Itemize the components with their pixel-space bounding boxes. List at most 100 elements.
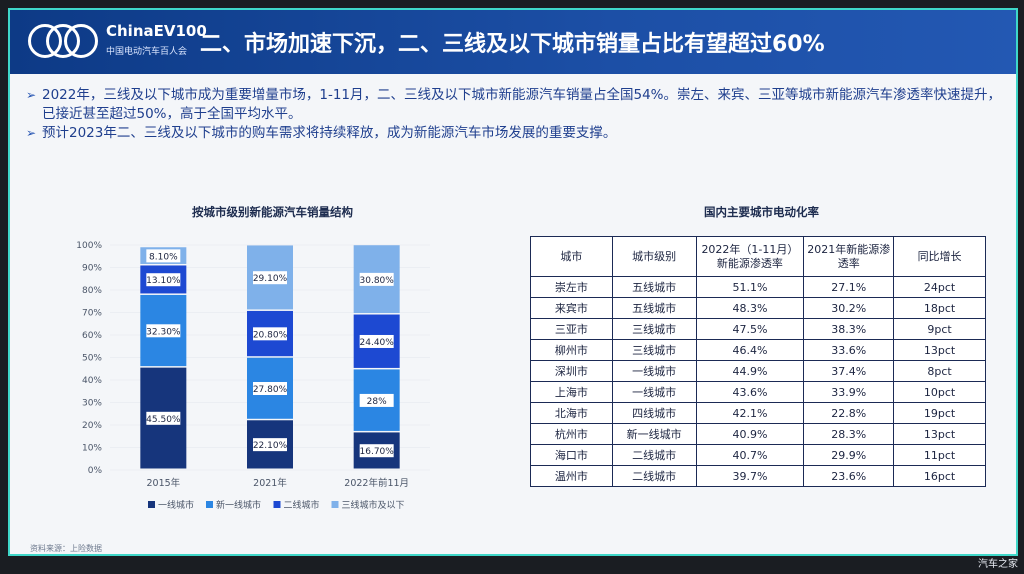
table-header-cell: 2021年新能源渗透率 xyxy=(803,236,895,277)
chart-title: 按城市级别新能源汽车销量结构 xyxy=(192,205,353,219)
table-cell: 18pct xyxy=(893,297,986,319)
y-tick-label: 90% xyxy=(82,264,102,274)
table-cell: 51.1% xyxy=(695,276,805,298)
data-label: 45.50% xyxy=(146,415,181,425)
logo-brand: ChinaEV100 xyxy=(106,22,207,40)
slide-header: ChinaEV100 中国电动汽车百人会 二、市场加速下沉，二、三线及以下城市销… xyxy=(10,10,1016,74)
table-cell: 19pct xyxy=(893,402,986,424)
table-cell: 二线城市 xyxy=(611,465,697,487)
table-cell: 一线城市 xyxy=(611,381,697,403)
table-cell: 来宾市 xyxy=(530,297,613,319)
table-row: 海口市 二线城市 40.7% 29.9% 11pct xyxy=(530,444,986,466)
table-row: 杭州市 新一线城市 40.9% 28.3% 13pct xyxy=(530,423,986,445)
logo-subtitle: 中国电动汽车百人会 xyxy=(106,47,188,57)
table-cell: 30.2% xyxy=(803,297,895,319)
table-cell: 23.6% xyxy=(803,465,895,487)
table-row: 温州市 二线城市 39.7% 23.6% 16pct xyxy=(530,465,986,487)
data-label-box xyxy=(359,444,394,458)
bullet-text: 2022年，三线及以下城市成为重要增量市场，1-11月，二、三线及以下城市新能源… xyxy=(42,87,1001,122)
table-cell: 杭州市 xyxy=(530,423,613,445)
bullet-item: ➢ 预计2023年二、三线及以下城市的购车需求将持续释放，成为新能源汽车市场发展… xyxy=(26,124,1001,143)
data-label-box xyxy=(146,411,181,425)
table-cell: 48.3% xyxy=(695,297,805,319)
data-label-box xyxy=(146,324,181,338)
table-cell: 五线城市 xyxy=(611,276,697,298)
y-tick-label: 20% xyxy=(82,421,102,431)
table-cell: 北海市 xyxy=(530,402,613,424)
table-row: 三亚市 三线城市 47.5% 38.3% 9pct xyxy=(530,318,986,340)
data-label-box xyxy=(146,249,181,263)
table-row: 上海市 一线城市 43.6% 33.9% 10pct xyxy=(530,381,986,403)
bullet-text: 预计2023年二、三线及以下城市的购车需求将持续释放，成为新能源汽车市场发展的重… xyxy=(42,125,617,141)
table-cell: 40.9% xyxy=(695,423,805,445)
table-cell: 46.4% xyxy=(695,339,805,361)
data-label-box xyxy=(359,393,394,407)
table-cell: 三线城市 xyxy=(611,339,697,361)
data-label-box xyxy=(359,334,394,348)
data-label: 32.30% xyxy=(146,327,181,337)
data-label: 20.80% xyxy=(253,330,288,340)
table-cell: 二线城市 xyxy=(611,444,697,466)
table-header-cell: 城市级别 xyxy=(611,236,697,277)
table-cell: 10pct xyxy=(893,381,986,403)
table-cell: 40.7% xyxy=(695,444,805,466)
table-row: 北海市 四线城市 42.1% 22.8% 19pct xyxy=(530,402,986,424)
table-cell: 33.9% xyxy=(803,381,895,403)
table-row: 柳州市 三线城市 46.4% 33.6% 13pct xyxy=(530,339,986,361)
table-cell: 39.7% xyxy=(695,465,805,487)
table-cell: 28.3% xyxy=(803,423,895,445)
table-row: 深圳市 一线城市 44.9% 37.4% 8pct xyxy=(530,360,986,382)
legend-swatch xyxy=(331,501,339,508)
table-cell: 新一线城市 xyxy=(611,423,697,445)
y-tick-label: 30% xyxy=(82,399,102,409)
table-header-cell: 2022年（1-11月）新能源渗透率 xyxy=(695,236,805,277)
table-cell: 海口市 xyxy=(530,444,613,466)
table-header-row: 城市 城市级别 2022年（1-11月）新能源渗透率 2021年新能源渗透率 同… xyxy=(530,236,986,277)
table-title: 国内主要城市电动化率 xyxy=(704,205,819,219)
table-cell: 深圳市 xyxy=(530,360,613,382)
table-cell: 8pct xyxy=(893,360,986,382)
table-cell: 37.4% xyxy=(803,360,895,382)
slide-frame: ChinaEV100 中国电动汽车百人会 二、市场加速下沉，二、三线及以下城市销… xyxy=(8,8,1018,556)
table-cell: 44.9% xyxy=(695,360,805,382)
y-tick-label: 40% xyxy=(82,376,102,386)
legend-swatch xyxy=(273,501,281,508)
table-cell: 13pct xyxy=(893,339,986,361)
table-cell: 一线城市 xyxy=(611,360,697,382)
city-penetration-table: 城市 城市级别 2022年（1-11月）新能源渗透率 2021年新能源渗透率 同… xyxy=(530,236,986,487)
table-cell: 五线城市 xyxy=(611,297,697,319)
table-cell: 22.8% xyxy=(803,402,895,424)
table-cell: 27.1% xyxy=(803,276,895,298)
data-label: 24.40% xyxy=(360,338,395,348)
data-label: 8.10% xyxy=(149,252,178,262)
table-cell: 柳州市 xyxy=(530,339,613,361)
table-cell: 43.6% xyxy=(695,381,805,403)
data-label: 28% xyxy=(367,397,387,407)
table-cell: 9pct xyxy=(893,318,986,340)
y-tick-label: 50% xyxy=(82,354,102,364)
data-label: 30.80% xyxy=(360,276,395,286)
table-cell: 崇左市 xyxy=(530,276,613,298)
arrow-bullet-icon: ➢ xyxy=(26,88,37,102)
table-cell: 38.3% xyxy=(803,318,895,340)
slide-title: 二、市场加速下沉，二、三线及以下城市销量占比有望超过60% xyxy=(200,32,825,57)
y-tick-label: 70% xyxy=(82,309,102,319)
data-label-box xyxy=(359,272,394,286)
legend-label: 三线城市及以下 xyxy=(342,499,405,511)
table-row: 来宾市 五线城市 48.3% 30.2% 18pct xyxy=(530,297,986,319)
data-label: 27.80% xyxy=(253,385,288,395)
table-cell: 42.1% xyxy=(695,402,805,424)
bullet-item: ➢ 2022年，三线及以下城市成为重要增量市场，1-11月，二、三线及以下城市新… xyxy=(26,86,1001,124)
data-label-box xyxy=(253,271,287,285)
y-tick-label: 10% xyxy=(82,444,102,454)
table-cell: 11pct xyxy=(893,444,986,466)
bullet-list: ➢ 2022年，三线及以下城市成为重要增量市场，1-11月，二、三线及以下城市新… xyxy=(26,86,1001,143)
table-cell: 24pct xyxy=(893,276,986,298)
legend-label: 新一线城市 xyxy=(216,499,261,511)
arrow-bullet-icon: ➢ xyxy=(26,126,37,140)
table-cell: 16pct xyxy=(893,465,986,487)
table-cell: 三线城市 xyxy=(611,318,697,340)
table-cell: 三亚市 xyxy=(530,318,613,340)
table-row: 崇左市 五线城市 51.1% 27.1% 24pct xyxy=(530,276,986,298)
data-label: 16.70% xyxy=(360,447,395,457)
